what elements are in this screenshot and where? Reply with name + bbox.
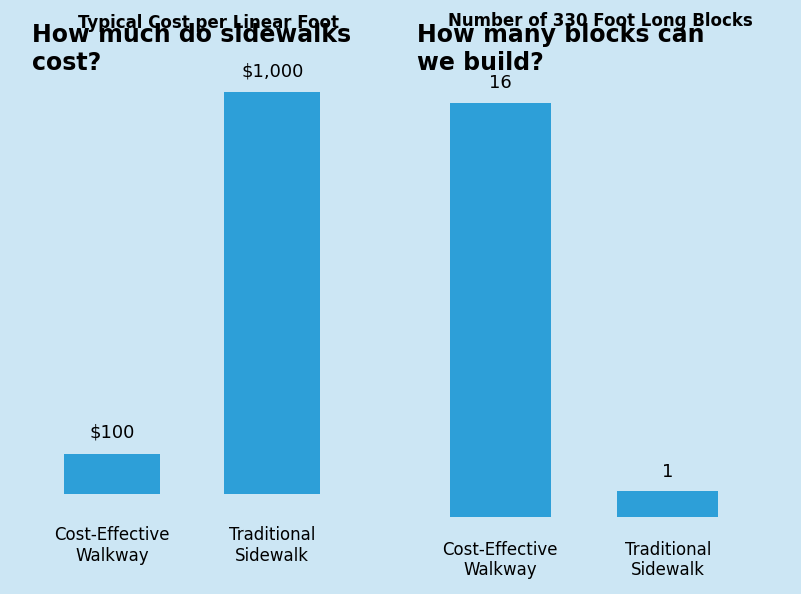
- Text: $1,000: $1,000: [241, 62, 304, 80]
- Text: How much do sidewalks
cost?: How much do sidewalks cost?: [32, 23, 351, 75]
- Text: 1: 1: [662, 463, 674, 481]
- Bar: [618, 491, 718, 517]
- Text: $100: $100: [90, 424, 135, 441]
- Bar: [224, 92, 320, 494]
- Text: Traditional
Sidewalk: Traditional Sidewalk: [229, 526, 316, 565]
- Text: 16: 16: [489, 74, 512, 92]
- Bar: [64, 454, 160, 494]
- Text: Number of 330 Foot Long Blocks: Number of 330 Foot Long Blocks: [449, 12, 753, 30]
- Bar: [450, 103, 550, 517]
- Text: Typical Cost per Linear Foot: Typical Cost per Linear Foot: [78, 14, 339, 32]
- Text: How many blocks can
we build?: How many blocks can we build?: [417, 23, 704, 75]
- Text: Traditional
Sidewalk: Traditional Sidewalk: [625, 541, 711, 580]
- Text: Cost-Effective
Walkway: Cost-Effective Walkway: [54, 526, 170, 565]
- Text: Cost-Effective
Walkway: Cost-Effective Walkway: [442, 541, 558, 580]
